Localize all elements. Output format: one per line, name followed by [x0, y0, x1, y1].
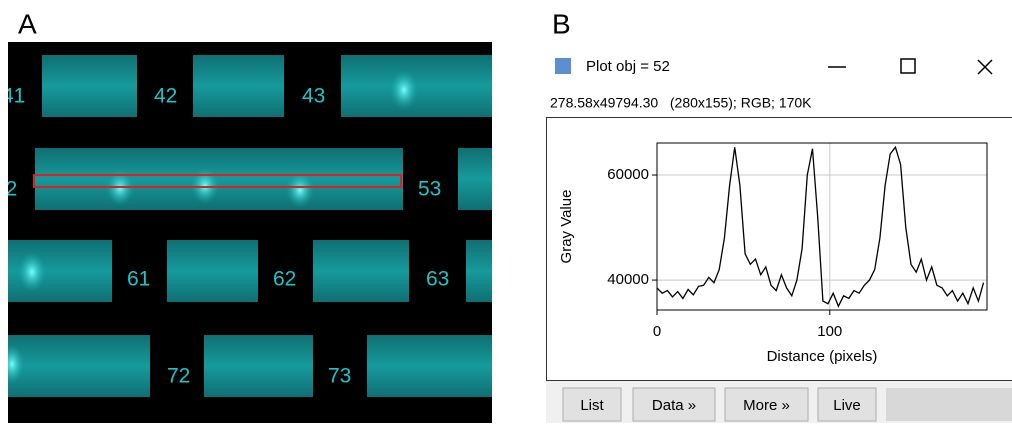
window-title: Plot obj = 52: [586, 58, 670, 75]
panel-label: A: [18, 8, 37, 39]
x-tick-label: 100: [817, 323, 842, 340]
button-bar-filler: [886, 388, 1012, 421]
panel-label: B: [552, 8, 571, 39]
window-icon: [555, 58, 571, 74]
plot-window: Plot obj = 52 278.58x49794.30 (280x155);…: [546, 58, 1012, 423]
cell-label: 41: [2, 85, 25, 108]
cell-label: 63: [426, 268, 449, 291]
y-tick-label: 40000: [607, 271, 649, 288]
plot-canvas: [547, 118, 1012, 381]
cell-label: 62: [273, 268, 296, 291]
maximize-button[interactable]: [901, 59, 915, 73]
cell-label: 52: [0, 178, 17, 201]
image-info: 278.58x49794.30 (280x155); RGB; 170K: [550, 95, 812, 111]
button-label[interactable]: Live: [833, 397, 861, 414]
x-axis-label: Distance (pixels): [767, 348, 878, 365]
cell-label: 72: [167, 365, 190, 388]
cell-label: 43: [302, 85, 325, 108]
cell-label: 61: [127, 268, 150, 291]
microscopy-image: 41 42 43 52 53 61 62 63 72 73: [0, 42, 498, 423]
button-label[interactable]: List: [580, 397, 604, 414]
y-axis-label: Gray Value: [558, 190, 575, 264]
button-label[interactable]: More »: [743, 397, 790, 414]
cell-label: 53: [418, 178, 441, 201]
y-tick-label: 60000: [607, 166, 649, 183]
button-label[interactable]: Data »: [652, 397, 696, 414]
cell-label: 42: [154, 85, 177, 108]
x-tick-label: 0: [653, 323, 661, 340]
close-button[interactable]: [978, 60, 992, 74]
cell-label: 73: [328, 365, 351, 388]
